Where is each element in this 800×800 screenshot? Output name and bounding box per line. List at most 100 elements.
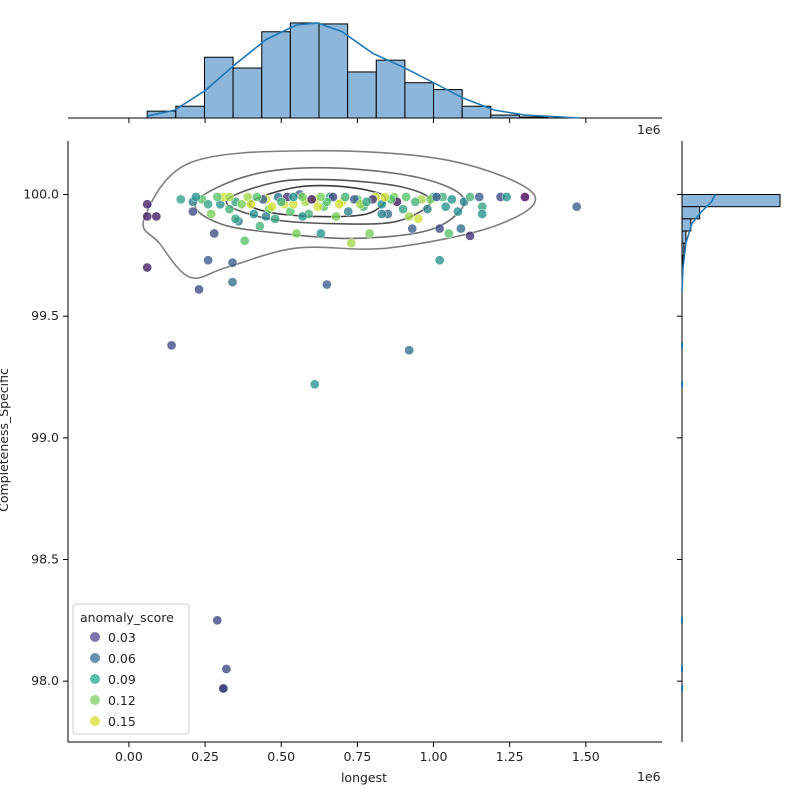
scatter-point <box>209 228 220 239</box>
scatter-point <box>501 192 512 202</box>
scatter-point <box>188 206 198 217</box>
legend-marker <box>90 632 100 642</box>
scatter-point <box>306 194 317 205</box>
scatter-point <box>218 683 229 694</box>
top-hist-bar <box>375 59 406 119</box>
scatter-point <box>431 192 442 202</box>
scatter-point <box>142 211 153 222</box>
scatter-point <box>434 255 445 266</box>
top-hist-bar <box>261 31 291 119</box>
right-hist-bar <box>681 242 685 256</box>
scatter-point <box>456 223 466 234</box>
scatter-point <box>212 615 223 626</box>
scatter-point <box>446 194 457 205</box>
scatter-point <box>477 209 488 219</box>
scatter-point <box>404 345 415 356</box>
scatter-point <box>520 192 530 202</box>
scatter-point <box>440 201 451 212</box>
scatter-point <box>227 277 238 287</box>
legend-marker <box>90 716 100 726</box>
scatter-point <box>248 209 259 219</box>
scatter-point <box>291 228 302 239</box>
legend-marker <box>90 674 100 684</box>
scatter-point <box>297 192 308 202</box>
y-tick-label: 98.5 <box>31 552 59 567</box>
scatter-point <box>267 201 277 212</box>
x-tick-label: 0.75 <box>343 749 371 764</box>
scatter-point <box>166 340 177 351</box>
x-offset-label: 1e6 <box>637 769 661 784</box>
scatter-point <box>270 214 280 224</box>
scatter-point <box>175 194 186 205</box>
scatter-point <box>288 192 299 202</box>
scatter-point <box>434 223 445 234</box>
scatter-point <box>276 196 287 207</box>
scatter-point <box>453 206 463 217</box>
scatter-point <box>315 228 326 239</box>
top-hist-bar <box>433 89 463 119</box>
scatter-point <box>312 201 323 212</box>
scatter-point <box>379 192 390 202</box>
scatter-point <box>203 199 213 210</box>
scatter-point <box>331 211 341 222</box>
scatter-point <box>315 192 326 202</box>
legend-label: 0.06 <box>108 651 136 666</box>
right-hist-bar <box>681 230 687 244</box>
scatter-point <box>401 192 411 202</box>
scatter-point <box>465 192 475 202</box>
x-tick-label: 1.50 <box>572 749 600 764</box>
scatter-point <box>245 199 256 210</box>
legend-label: 0.03 <box>108 630 136 645</box>
axis-ticks: 0.00 0.25 0.50 0.75 1.00 1.25 1.50 98.0 98.5 99.0… <box>23 118 682 764</box>
scatter-points <box>142 189 582 694</box>
top-hist-bar <box>347 71 377 119</box>
scatter-point <box>413 214 424 224</box>
scatter-point <box>221 664 232 674</box>
x-tick-label: 1.00 <box>420 749 448 764</box>
scatter-point <box>151 211 162 222</box>
scatter-point <box>361 196 372 207</box>
scatter-point <box>297 211 308 222</box>
right-kde-line <box>681 194 717 292</box>
scatter-point <box>376 209 387 219</box>
scatter-point <box>322 279 332 290</box>
legend-label: 0.09 <box>108 672 136 687</box>
y-axis-label: Completeness_Specific <box>0 368 11 512</box>
top-hist-bar <box>175 105 205 119</box>
legend-marker <box>90 653 100 663</box>
top-hist-bar <box>490 114 520 119</box>
scatter-point <box>224 204 235 214</box>
scatter-point <box>443 228 454 239</box>
scatter-point <box>474 192 485 202</box>
legend-title: anomaly_score <box>80 610 174 625</box>
top-hist-bar <box>318 23 349 119</box>
scatter-point <box>227 257 238 268</box>
legend-label: 0.15 <box>108 714 136 729</box>
y-tick-label: 98.0 <box>31 673 59 688</box>
x-tick-label: 0.25 <box>191 749 219 764</box>
y-tick-label: 99.5 <box>31 308 59 323</box>
legend-frame <box>72 603 190 735</box>
scatter-point <box>422 204 433 214</box>
scatter-point <box>364 228 375 239</box>
right-hist-bar <box>681 194 781 208</box>
scatter-point <box>261 211 271 222</box>
top-hist-bar <box>461 105 492 119</box>
x-tick-label: 0.00 <box>115 749 143 764</box>
right-histogram <box>681 141 781 742</box>
top-hist-bar <box>232 67 263 119</box>
top-x-offset-label: 1e6 <box>637 122 661 137</box>
top-histogram <box>68 22 662 119</box>
scatter-point <box>309 379 320 390</box>
scatter-point <box>346 238 357 249</box>
scatter-point <box>224 192 235 202</box>
legend: anomaly_score 0.03 0.06 0.09 0.12 0.15 <box>72 603 190 735</box>
x-tick-label: 0.50 <box>267 749 295 764</box>
scatter-point <box>571 201 582 212</box>
scatter-point <box>404 211 415 222</box>
scatter-point <box>191 192 201 202</box>
scatter-point <box>252 192 262 202</box>
scatter-point <box>142 262 153 273</box>
